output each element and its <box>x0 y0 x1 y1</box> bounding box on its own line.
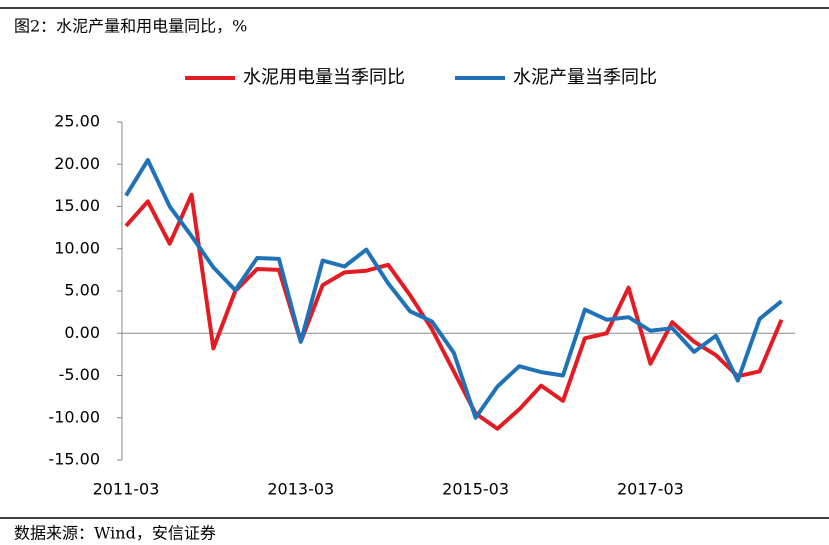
x-tick-label: 2017-03 <box>617 480 684 499</box>
chart-title: 图2：水泥产量和用电量同比，% <box>14 17 247 36</box>
legend-label: 水泥产量当季同比 <box>513 67 657 88</box>
y-tick-label: 5.00 <box>64 281 100 300</box>
series-line <box>124 158 783 420</box>
y-tick-label: -10.00 <box>48 407 100 426</box>
series-line <box>124 192 784 431</box>
y-tick-label: 20.00 <box>54 154 100 173</box>
y-tick-label: 25.00 <box>54 112 100 131</box>
legend-label: 水泥用电量当季同比 <box>243 67 405 88</box>
x-tick-label: 2011-03 <box>93 480 160 499</box>
x-tick-label: 2013-03 <box>267 480 334 499</box>
y-tick-label: 15.00 <box>54 196 100 215</box>
y-tick-label: -5.00 <box>59 365 100 384</box>
x-tick-label: 2015-03 <box>442 480 509 499</box>
y-tick-label: 0.00 <box>64 323 100 342</box>
y-tick-label: -15.00 <box>48 450 100 469</box>
source: 数据来源：Wind，安信证券 <box>14 524 216 543</box>
y-tick-label: 10.00 <box>54 238 100 257</box>
